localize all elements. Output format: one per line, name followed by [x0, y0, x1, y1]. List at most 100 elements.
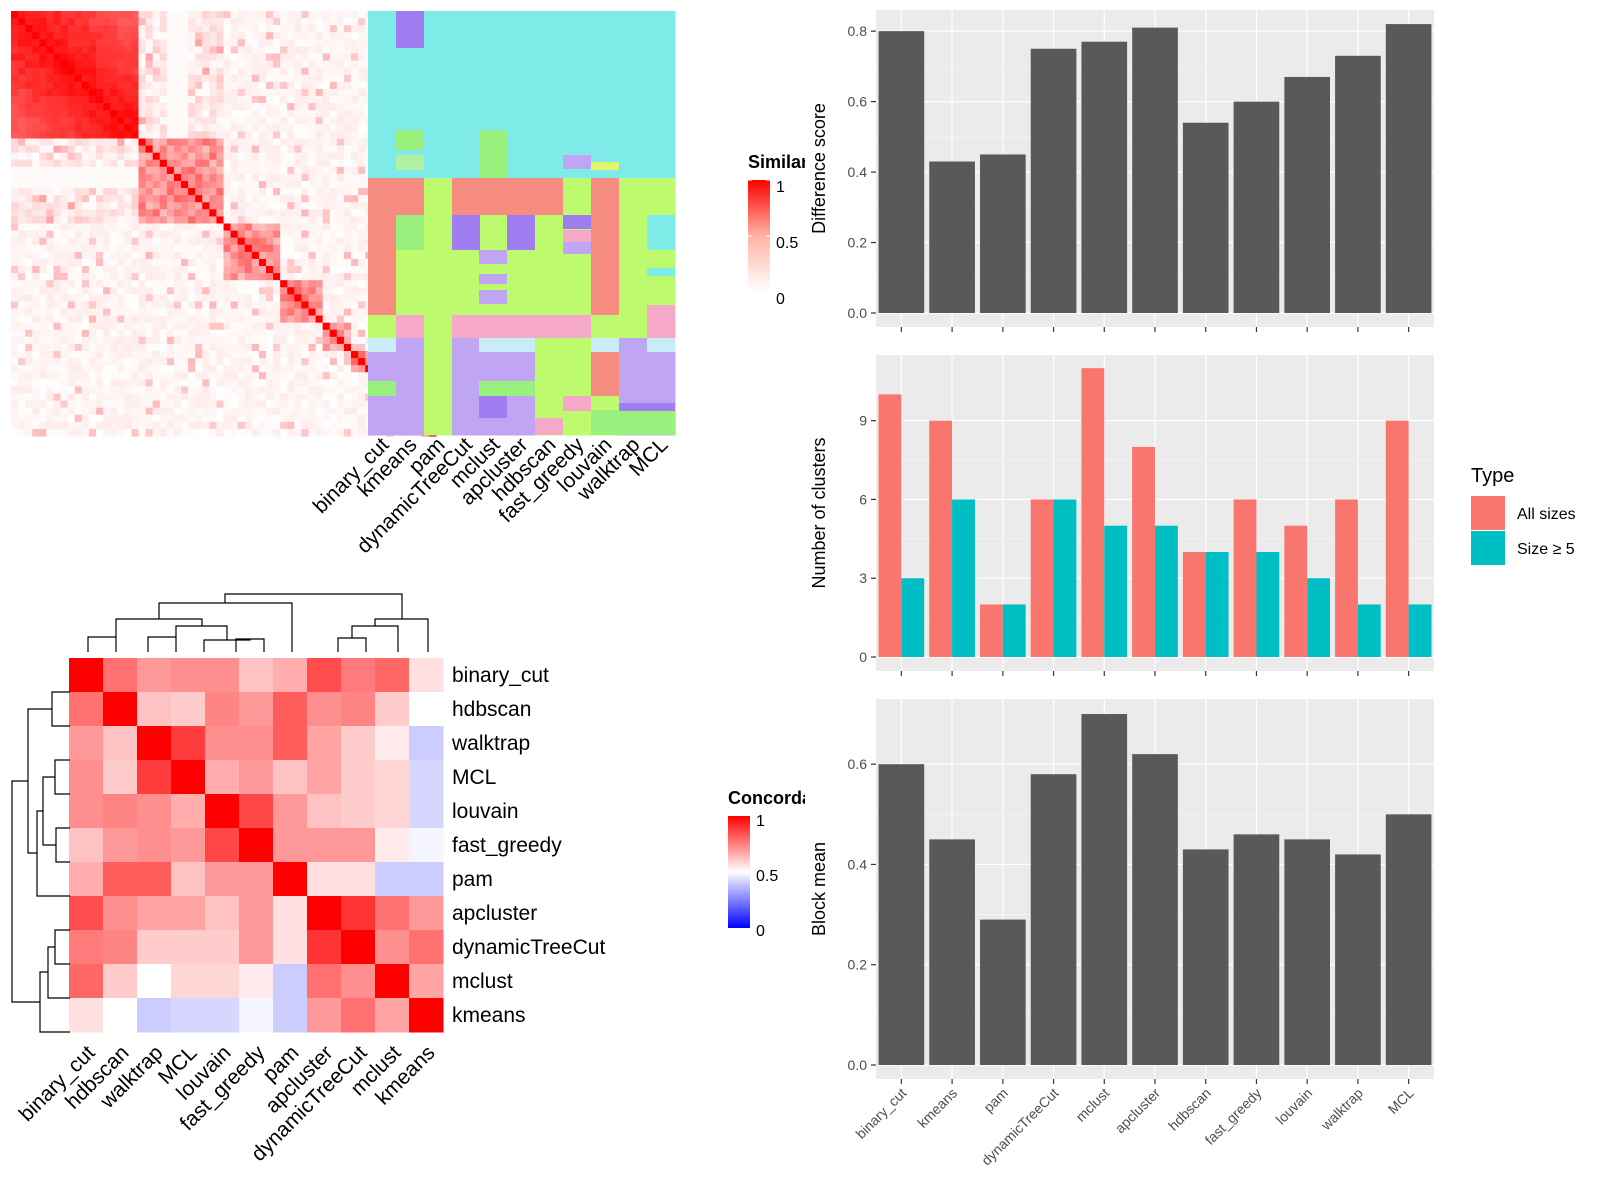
similarity-cell: [18, 301, 26, 310]
similarity-cell: [159, 322, 168, 331]
similarity-cell: [230, 181, 239, 189]
bar-binary-cut: [878, 764, 925, 1065]
similarity-cell: [202, 230, 210, 239]
similarity-cell: [351, 343, 359, 352]
similarity-cell: [60, 315, 69, 324]
similarity-cell: [230, 386, 239, 395]
similarity-cell: [18, 230, 26, 239]
similarity-cell: [216, 25, 225, 33]
similarity-cell: [301, 393, 310, 402]
bar-size-5-binary-cut: [901, 578, 925, 657]
similarity-cell: [244, 152, 253, 161]
similarity-cell: [103, 124, 111, 133]
similarity-cell: [181, 166, 189, 175]
similarity-cell: [202, 166, 210, 175]
similarity-cell: [173, 188, 182, 196]
similarity-cell: [294, 173, 303, 182]
similarity-cell: [209, 336, 218, 345]
similarity-cell: [152, 96, 161, 104]
similarity-cell: [46, 244, 55, 253]
similarity-cell: [351, 421, 359, 430]
similarity-cell: [60, 273, 69, 281]
similarity-cell: [273, 343, 281, 352]
similarity-cell: [202, 287, 210, 295]
concordance-cell: [171, 930, 206, 965]
similarity-cell: [124, 308, 133, 317]
similarity-cell: [308, 138, 317, 147]
similarity-cell: [188, 322, 196, 331]
similarity-cell: [188, 159, 196, 168]
similarity-cell: [18, 124, 26, 133]
concordance-cell: [137, 964, 172, 999]
similarity-cell: [124, 400, 133, 409]
similarity-cell: [195, 237, 203, 246]
similarity-cell: [280, 74, 288, 83]
similarity-cell: [343, 60, 352, 69]
similarity-cell: [329, 223, 338, 232]
similarity-cell: [294, 365, 303, 373]
similarity-cell: [223, 131, 232, 140]
similarity-cell: [188, 294, 196, 303]
similarity-legend-tick-0: 0: [776, 291, 785, 308]
similarity-cell: [322, 273, 331, 281]
similarity-cell: [152, 301, 161, 310]
similarity-cell: [266, 166, 274, 175]
similarity-cell: [258, 124, 267, 133]
similarity-cell: [181, 131, 189, 140]
similarity-cell: [152, 343, 161, 352]
similarity-cell: [358, 159, 366, 168]
similarity-cell: [343, 301, 352, 310]
similarity-cell: [53, 11, 62, 19]
similarity-cell: [32, 407, 40, 416]
similarity-cell: [60, 329, 69, 338]
similarity-cell: [358, 103, 366, 111]
similarity-cell: [145, 216, 154, 225]
similarity-cell: [152, 131, 161, 140]
similarity-cell: [96, 181, 104, 189]
similarity-cell: [287, 202, 295, 210]
similarity-cell: [329, 372, 338, 380]
similarity-cell: [124, 322, 133, 331]
similarity-cell: [258, 181, 267, 189]
similarity-cell: [237, 428, 246, 437]
similarity-cell: [329, 351, 338, 359]
similarity-cell: [188, 209, 196, 218]
similarity-cell: [173, 138, 182, 147]
similarity-cell: [67, 25, 76, 33]
similarity-cell: [237, 343, 246, 352]
similarity-cell: [209, 18, 218, 26]
similarity-cell: [230, 308, 239, 317]
similarity-cell: [280, 230, 288, 239]
similarity-cell: [39, 280, 48, 288]
similarity-cell: [273, 386, 281, 395]
similarity-cell: [258, 358, 267, 366]
similarity-cell: [266, 124, 274, 133]
similarity-cell: [336, 138, 345, 147]
similarity-cell: [131, 421, 140, 430]
similarity-cell: [145, 280, 154, 288]
similarity-cell: [81, 294, 90, 303]
similarity-cell: [273, 202, 281, 210]
similarity-cell: [308, 88, 317, 97]
similarity-cell: [39, 372, 48, 380]
concordance-cell: [375, 930, 410, 965]
similarity-cell: [67, 230, 76, 239]
similarity-cell: [195, 18, 203, 26]
y-tick-label: 0.0: [848, 305, 868, 321]
similarity-cell: [223, 351, 232, 359]
similarity-cell: [209, 244, 218, 253]
similarity-cell: [152, 166, 161, 175]
similarity-cell: [124, 67, 133, 76]
similarity-cell: [336, 88, 345, 97]
similarity-cell: [46, 202, 55, 210]
similarity-cell: [322, 53, 331, 62]
similarity-cell: [67, 400, 76, 409]
similarity-cell: [351, 329, 359, 338]
bar-all-sizes-dynamictreecut: [1030, 499, 1054, 657]
concordance-cell: [69, 896, 104, 931]
similarity-cell: [110, 60, 118, 69]
similarity-cell: [181, 110, 189, 118]
similarity-cell: [117, 18, 125, 26]
similarity-cell: [53, 18, 62, 26]
similarity-cell: [251, 358, 260, 366]
